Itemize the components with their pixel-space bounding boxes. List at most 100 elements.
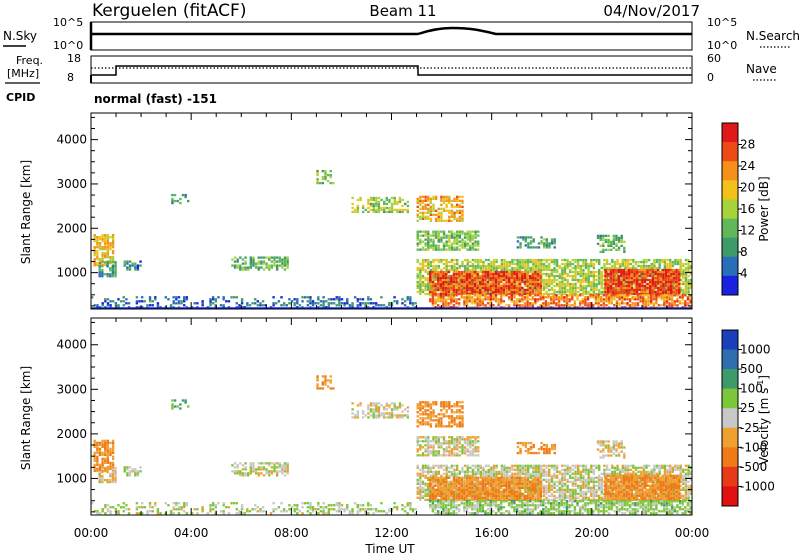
velocity-cell (372, 416, 375, 419)
velocity-cell (101, 480, 104, 484)
power-cell (584, 298, 587, 301)
power-cell (103, 273, 107, 276)
power-cell (431, 280, 435, 284)
power-cell (479, 290, 482, 294)
power-cell (563, 276, 567, 280)
velocity-cell (437, 450, 440, 453)
velocity-cell (236, 472, 239, 475)
power-cell (500, 274, 503, 278)
velocity-cell (424, 411, 427, 414)
power-cell (605, 276, 609, 280)
power-cell (421, 199, 425, 202)
velocity-cell (209, 508, 212, 511)
power-cell (637, 260, 640, 264)
power-cell (612, 270, 615, 274)
power-cell (519, 246, 522, 249)
power-cell (424, 258, 427, 262)
power-cell (542, 278, 546, 282)
velocity-cell (143, 506, 146, 509)
velocity-cell (235, 502, 239, 505)
velocity-cell (424, 474, 427, 477)
power-cell (510, 276, 513, 280)
power-cell (239, 264, 242, 267)
power-cell (329, 169, 332, 173)
power-cell (431, 274, 435, 278)
power-cell (534, 278, 537, 282)
power-cell (471, 238, 475, 241)
power-cell (571, 294, 574, 297)
power-cell (369, 298, 373, 301)
power-cell (500, 298, 503, 301)
power-cell (442, 290, 445, 294)
velocity-cell (247, 474, 250, 477)
power-cell (444, 270, 448, 274)
power-cell (617, 278, 620, 282)
velocity-cell (377, 412, 381, 415)
range-tick-label: 4000 (56, 133, 87, 147)
power-cell (600, 290, 603, 294)
power-cell (442, 280, 445, 284)
power-cell (558, 290, 561, 294)
power-cell (322, 304, 325, 307)
power-cell (427, 234, 430, 237)
power-cell (419, 286, 422, 290)
power-cell (452, 284, 456, 288)
power-cell (561, 278, 564, 282)
power-cell (465, 278, 469, 282)
power-cell (681, 296, 684, 299)
power-cell (369, 204, 373, 208)
power-cell (372, 196, 375, 200)
power-cell (460, 296, 464, 299)
power-cell (673, 294, 676, 297)
power-cell (553, 280, 556, 284)
power-cell (612, 276, 615, 280)
velocity-cell (98, 451, 102, 455)
power-cell (640, 264, 643, 268)
power-cell (672, 276, 676, 280)
power-cell (231, 258, 234, 261)
power-cell (265, 256, 268, 259)
power-cell (662, 268, 665, 272)
power-cell (636, 296, 640, 299)
power-cell (544, 296, 548, 299)
power-cell (653, 262, 656, 266)
power-cell (647, 302, 650, 305)
power-cell (534, 280, 537, 284)
power-cell (296, 298, 299, 301)
velocity-cell (382, 412, 386, 415)
power-cell (605, 304, 608, 307)
velocity-cell (239, 470, 242, 473)
power-cell (521, 258, 525, 262)
power-cell (662, 270, 665, 274)
power-cell (521, 272, 524, 276)
velocity-cell (257, 474, 260, 477)
power-cell (411, 302, 415, 305)
velocity-cell (401, 416, 404, 419)
power-cell (98, 246, 102, 249)
power-cell (474, 280, 477, 284)
power-cell (561, 272, 564, 276)
power-cell (536, 286, 540, 290)
velocity-cell (466, 440, 469, 443)
power-cell (563, 296, 566, 299)
velocity-cell (303, 502, 307, 505)
power-cell (531, 282, 535, 286)
power-cell (592, 288, 596, 292)
velocity-cell (375, 404, 378, 407)
power-cell (317, 302, 320, 305)
power-cell (465, 290, 469, 294)
power-cell (665, 294, 669, 297)
velocity-cell (388, 510, 391, 513)
power-cell (440, 199, 443, 202)
velocity-cell (437, 413, 440, 416)
power-cell (573, 304, 577, 307)
power-cell (419, 276, 422, 280)
power-cell (473, 278, 477, 282)
power-cell (424, 242, 427, 245)
velocity-cell (209, 504, 212, 507)
power-cell (230, 296, 233, 299)
velocity-cell (434, 436, 438, 439)
power-cell (651, 286, 655, 290)
power-cell (309, 300, 312, 303)
power-cell (445, 199, 448, 202)
